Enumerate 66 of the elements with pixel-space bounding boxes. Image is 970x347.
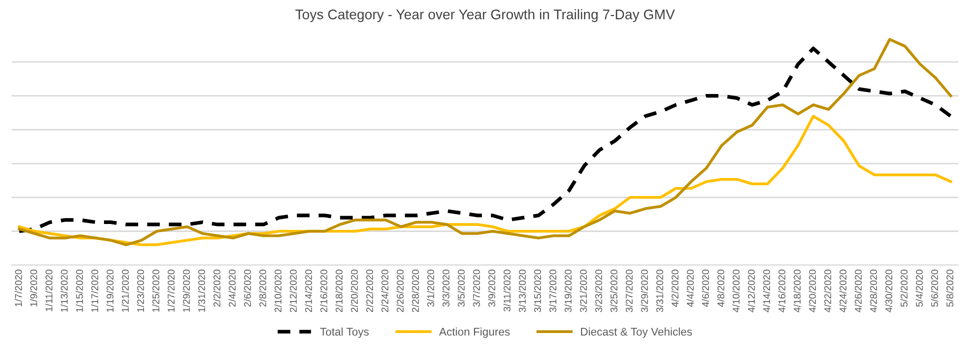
x-tick-label: 2/2/2020 xyxy=(213,270,220,307)
x-tick-label: 5/2/2020 xyxy=(900,270,908,307)
x-tick-label: 3/13/2020 xyxy=(518,270,526,312)
x-tick-label: 2/20/2020 xyxy=(350,270,358,312)
x-tick-label: 1/31/2020 xyxy=(198,270,206,312)
x-tick-label: 2/10/2020 xyxy=(274,270,282,312)
x-tick-label: 4/4/2020 xyxy=(686,270,694,307)
x-tick-label: 3/21/2020 xyxy=(580,270,587,312)
x-tick-label: 1/15/2020 xyxy=(76,270,83,312)
x-tick-label: 2/18/2020 xyxy=(335,270,343,312)
x-tick-label: 2/26/2020 xyxy=(396,270,404,312)
x-tick-label: 4/16/2020 xyxy=(778,270,786,312)
x-tick-label: 4/14/2020 xyxy=(762,270,770,312)
x-tick-label: 3/19/2020 xyxy=(564,270,572,312)
x-tick-label: 1/21/2020 xyxy=(122,270,129,312)
x-tick-label: 4/20/2020 xyxy=(808,270,816,312)
x-tick-label: 1/11/2020 xyxy=(45,270,52,312)
x-tick-label: 2/6/2020 xyxy=(244,270,251,307)
legend-label: Total Toys xyxy=(320,328,369,338)
x-tick-label: 3/1/2020 xyxy=(427,270,434,307)
x-tick-label: 1/29/2020 xyxy=(182,270,190,312)
x-tick-label: 3/11/2020 xyxy=(503,270,511,312)
x-tick-label: 4/24/2020 xyxy=(839,270,846,312)
chart-title: Toys Category - Year over Year Growth in Trailing 7-Day GMV xyxy=(295,9,675,22)
x-tick-label: 5/8/2020 xyxy=(946,270,954,307)
x-tick-label: 1/13/2020 xyxy=(60,270,68,312)
x-tick-label: 5/4/2020 xyxy=(916,270,923,307)
x-tick-label: 2/4/2020 xyxy=(228,270,236,307)
x-tick-label: 1/27/2020 xyxy=(167,270,175,312)
x-tick-label: 3/27/2020 xyxy=(626,270,633,312)
x-tick-label: 2/24/2020 xyxy=(381,270,388,312)
x-tick-label: 4/10/2020 xyxy=(732,270,740,312)
x-tick-label: 1/9/2020 xyxy=(30,270,38,306)
legend-label: Diecast & Toy Vehicles xyxy=(581,328,692,338)
x-tick-label: 1/23/2020 xyxy=(136,270,144,312)
x-tick-label: 3/3/2020 xyxy=(442,270,450,307)
x-tick-label: 3/17/2020 xyxy=(549,270,556,312)
x-tick-label: 5/6/2020 xyxy=(930,270,938,307)
x-tick-label: 3/31/2020 xyxy=(656,270,664,312)
x-tick-label: 3/29/2020 xyxy=(640,270,648,312)
x-tick-label: 4/8/2020 xyxy=(717,270,724,307)
x-tick-label: 4/2/2020 xyxy=(671,270,678,307)
x-tick-label: 3/25/2020 xyxy=(610,270,618,312)
x-tick-label: 3/5/2020 xyxy=(458,270,465,307)
x-tick-label: 3/15/2020 xyxy=(534,270,542,312)
x-tick-label: 4/26/2020 xyxy=(854,270,862,312)
x-tick-label: 2/12/2020 xyxy=(290,270,297,312)
x-tick-label: 1/7/2020 xyxy=(14,270,22,306)
x-tick-label: 4/22/2020 xyxy=(824,270,832,312)
x-tick-label: 2/22/2020 xyxy=(366,270,374,312)
x-tick-label: 3/9/2020 xyxy=(488,270,496,307)
x-tick-label: 4/18/2020 xyxy=(793,270,801,312)
x-tick-label: 2/14/2020 xyxy=(304,270,312,312)
x-tick-label: 3/7/2020 xyxy=(472,270,480,307)
x-tick-label: 1/17/2020 xyxy=(91,270,98,312)
x-tick-label: 4/6/2020 xyxy=(702,270,710,307)
legend-label: Action Figures xyxy=(439,328,510,338)
x-tick-label: 4/28/2020 xyxy=(870,270,877,312)
x-tick-label: 1/19/2020 xyxy=(106,270,114,312)
x-tick-label: 2/16/2020 xyxy=(320,270,328,312)
x-tick-label: 4/30/2020 xyxy=(885,270,892,312)
x-tick-label: 1/25/2020 xyxy=(152,270,160,312)
x-tick-label: 2/8/2020 xyxy=(259,270,266,307)
x-tick-label: 3/23/2020 xyxy=(594,270,602,312)
x-tick-label: 2/28/2020 xyxy=(412,270,419,312)
x-tick-label: 4/12/2020 xyxy=(748,270,755,312)
